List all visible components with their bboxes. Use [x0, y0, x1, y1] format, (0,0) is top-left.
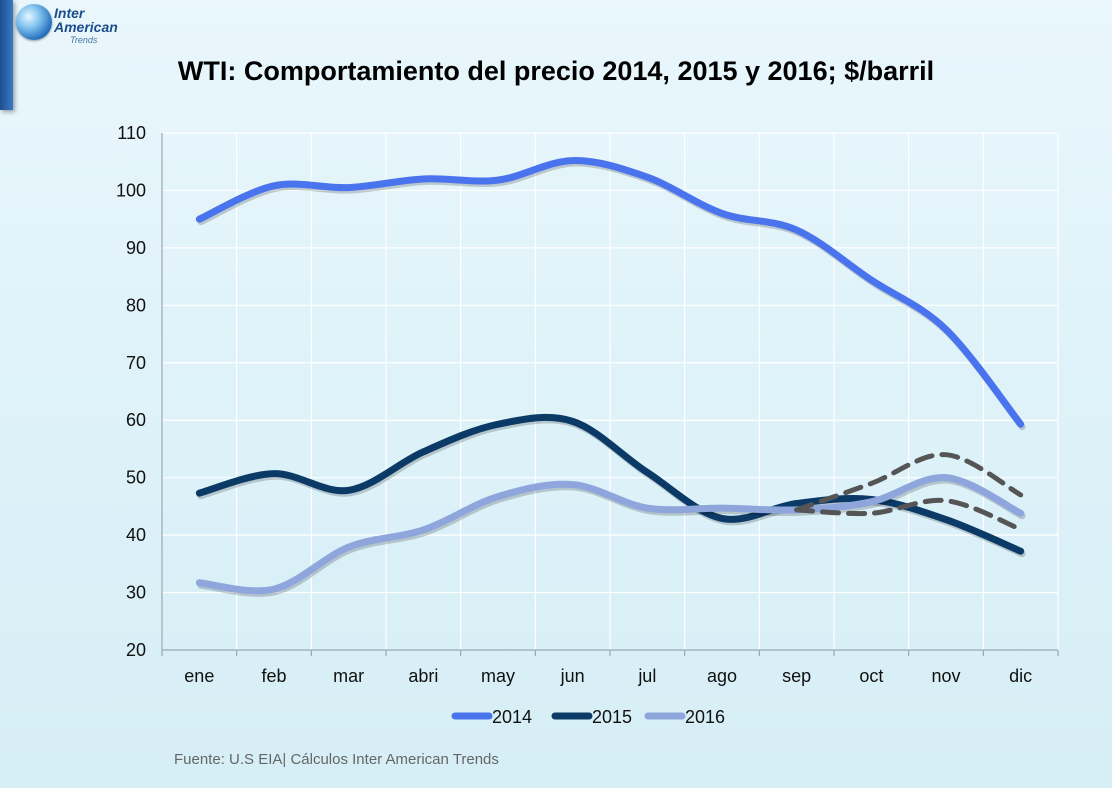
x-tick-label: mar [333, 666, 364, 686]
chart-title: WTI: Comportamiento del precio 2014, 201… [177, 56, 935, 86]
legend-label-2016: 2016 [685, 707, 725, 727]
series-2014 [195, 157, 1026, 431]
x-tick-label: ago [707, 666, 737, 686]
series-line-2014 [195, 157, 1025, 428]
legend-label-2015: 2015 [592, 707, 632, 727]
axes: 20 30 40 50 60 70 80 90 100 110 ene feb mar abri may ju… [116, 123, 1059, 686]
x-tick-label: jul [637, 666, 656, 686]
y-tick-label: 70 [126, 353, 146, 373]
y-tick-label: 80 [126, 295, 146, 315]
projection-line-2 [794, 497, 1024, 532]
projection-line-1 [794, 452, 1024, 513]
y-tick-label: 100 [116, 180, 146, 200]
corner-accent-bar [0, 0, 13, 110]
series-2016 [195, 474, 1026, 597]
gridlines [161, 132, 1059, 650]
y-tick-label: 110 [117, 123, 146, 143]
logo-text-american: American [54, 19, 118, 35]
logo-text-inter: Inter [54, 5, 85, 21]
x-tick-label: may [481, 666, 515, 686]
y-tick-label: 20 [126, 640, 146, 660]
x-tick-label: sep [782, 666, 811, 686]
legend: 2014 2015 2016 [451, 707, 725, 727]
y-tick-label: 30 [126, 583, 146, 603]
x-tick-label: feb [261, 666, 286, 686]
x-tick-label: dic [1009, 666, 1032, 686]
series-2015 [195, 413, 1026, 558]
x-tick-label: abri [408, 666, 438, 686]
series-line-2016 [195, 474, 1025, 595]
logo-text-trends: Trends [70, 35, 98, 45]
projection-lines [794, 452, 1024, 532]
globe-icon [16, 4, 52, 40]
y-tick-label: 40 [126, 525, 146, 545]
x-tick-label: oct [859, 666, 883, 686]
source-note: Fuente: U.S EIA| Cálculos Inter American… [174, 751, 499, 768]
x-tick-label: ene [184, 666, 214, 686]
x-tick-label: jun [560, 666, 585, 686]
inter-american-trends-logo: Inter American Trends [14, 2, 134, 46]
legend-label-2014: 2014 [492, 707, 532, 727]
x-tick-label: nov [931, 666, 960, 686]
y-tick-label: 90 [126, 238, 146, 258]
y-tick-label: 50 [126, 468, 146, 488]
y-tick-label: 60 [126, 410, 146, 430]
series-lines [195, 157, 1026, 597]
